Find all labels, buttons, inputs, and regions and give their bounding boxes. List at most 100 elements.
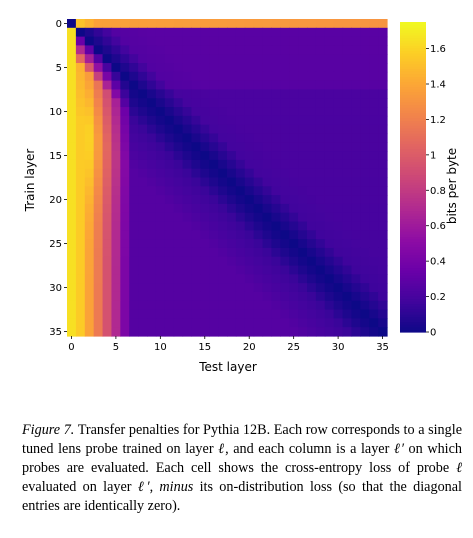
heatmap-cell: [333, 283, 344, 293]
caption-ell-2: ℓ: [456, 460, 462, 476]
heatmap-cell: [155, 239, 166, 249]
heatmap-cell: [93, 115, 104, 126]
heatmap-cell: [342, 124, 353, 135]
heatmap-cell: [67, 256, 77, 267]
heatmap-cell: [138, 291, 148, 302]
heatmap-cell: [262, 168, 273, 179]
heatmap-cell: [129, 151, 139, 161]
caption-ell-prime-1: ℓ′: [393, 441, 404, 457]
heatmap-cell: [280, 309, 290, 319]
x-axis-label: Test layer: [198, 360, 257, 374]
colorbar-segment: [400, 174, 426, 178]
heatmap-cell: [147, 230, 157, 240]
heatmap-cell: [218, 142, 228, 152]
heatmap-cell: [67, 151, 77, 161]
heatmap-cell: [129, 89, 139, 99]
heatmap-cell: [111, 54, 121, 64]
heatmap-cell: [315, 318, 326, 328]
colorbar-segment: [400, 99, 426, 103]
heatmap-cell: [173, 63, 184, 73]
heatmap-cell: [138, 168, 148, 179]
heatmap-cell: [262, 124, 273, 135]
heatmap-cell: [244, 142, 255, 152]
heatmap-cell: [378, 27, 388, 38]
heatmap-cell: [315, 133, 326, 143]
heatmap-cell: [173, 195, 184, 205]
heatmap-cell: [351, 221, 361, 231]
heatmap-cell: [200, 318, 210, 328]
heatmap-cell: [191, 151, 201, 161]
heatmap-cell: [191, 115, 201, 126]
heatmap-cell: [111, 239, 121, 249]
heatmap-cell: [182, 151, 193, 161]
heatmap-cell: [333, 186, 344, 196]
heatmap-cell: [164, 107, 175, 117]
colorbar-segment: [400, 58, 426, 62]
heatmap-cell: [164, 19, 175, 29]
heatmap-cell: [262, 212, 273, 223]
heatmap-cell: [138, 115, 148, 126]
heatmap-cell: [138, 45, 148, 55]
heatmap-cell: [111, 124, 121, 135]
heatmap-cell: [120, 54, 130, 64]
heatmap-cell: [342, 45, 353, 55]
colorbar-segment: [400, 112, 426, 116]
heatmap-cell: [155, 71, 166, 82]
heatmap-cell: [307, 45, 317, 55]
heatmap-cell: [262, 19, 273, 29]
heatmap-cell: [200, 291, 210, 302]
heatmap-cell: [235, 115, 246, 126]
heatmap-cell: [378, 115, 388, 126]
colorbar-segment: [400, 153, 426, 157]
heatmap-cell: [129, 80, 139, 91]
heatmap-cell: [342, 186, 353, 196]
heatmap-cell: [147, 309, 157, 319]
heatmap-cell: [253, 151, 264, 161]
heatmap-cell: [200, 142, 210, 152]
heatmap-cell: [235, 247, 246, 258]
heatmap-cell: [129, 221, 139, 231]
heatmap-cell: [369, 283, 379, 293]
colorbar-segment: [400, 102, 426, 106]
colorbar-segment: [400, 319, 426, 323]
heatmap-cell: [378, 230, 388, 240]
heatmap-cell: [129, 54, 139, 64]
heatmap-cell: [138, 151, 148, 161]
heatmap-cell: [315, 291, 326, 302]
heatmap-cell: [218, 27, 228, 38]
heatmap-cell: [218, 239, 228, 249]
heatmap-cell: [307, 230, 317, 240]
heatmap-cell: [93, 159, 104, 170]
heatmap-cell: [67, 239, 77, 249]
heatmap-cell: [200, 256, 210, 267]
heatmap-cell: [218, 247, 228, 258]
heatmap-cell: [369, 27, 379, 38]
heatmap-cell: [84, 107, 95, 117]
heatmap-cell: [102, 19, 113, 29]
caption-text-5: ,: [149, 479, 160, 495]
heatmap-cell: [155, 45, 166, 55]
heatmap-cell: [155, 327, 166, 337]
heatmap-cell: [244, 89, 255, 99]
heatmap-cell: [75, 63, 86, 73]
heatmap-cell: [164, 80, 175, 91]
colorbar-segment: [400, 182, 426, 186]
heatmap-cell: [200, 19, 210, 29]
heatmap-cell: [253, 309, 264, 319]
heatmap-cell: [289, 107, 299, 117]
heatmap-cell: [155, 124, 166, 135]
colorbar-segment: [400, 192, 426, 196]
heatmap-cell: [218, 177, 228, 187]
colorbar-segment: [400, 306, 426, 310]
heatmap-cell: [298, 256, 308, 267]
heatmap-cell: [218, 63, 228, 73]
heatmap-cell: [333, 177, 344, 187]
colorbar-segment: [400, 117, 426, 121]
heatmap-cell: [147, 203, 157, 214]
heatmap-cell: [191, 19, 201, 29]
heatmap-cell: [324, 107, 335, 117]
heatmap-cell: [93, 89, 104, 99]
heatmap-cell: [342, 151, 353, 161]
heatmap-cell: [262, 221, 273, 231]
colorbar-segment: [400, 65, 426, 70]
